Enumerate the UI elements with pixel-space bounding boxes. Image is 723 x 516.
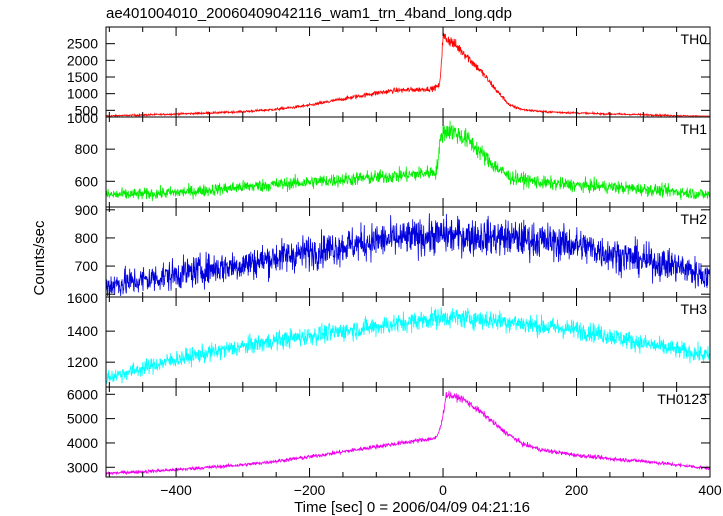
panel-label-th3: TH3 [681, 301, 708, 317]
series-line-th0 [105, 32, 710, 118]
panel-label-th1: TH1 [681, 121, 708, 137]
y-tick-label: 2500 [67, 36, 98, 52]
y-tick-label: 2000 [67, 52, 98, 68]
x-tick-label: −400 [160, 482, 192, 498]
x-tick-label: −200 [294, 482, 326, 498]
y-tick-label: 1000 [67, 110, 98, 126]
y-tick-label: 5000 [67, 411, 98, 427]
panel-frame-th3 [105, 296, 711, 388]
y-tick-label: 600 [75, 173, 99, 189]
series-line-th3 [105, 306, 711, 384]
y-tick-label: 3000 [67, 459, 98, 475]
y-tick-label: 1400 [67, 323, 98, 339]
y-tick-label: 900 [75, 202, 99, 218]
x-axis-label: Time [sec] 0 = 2006/04/09 04:21:16 [294, 499, 530, 516]
series-line-th0123 [105, 390, 711, 476]
panel-frame-th0123 [105, 386, 711, 478]
y-tick-label: 1500 [67, 69, 98, 85]
y-tick-label: 800 [75, 141, 99, 157]
chart-title: ae401004010_20060409042116_wam1_trn_4ban… [106, 5, 512, 22]
y-tick-label: 1600 [67, 290, 98, 306]
series-line-th2 [105, 213, 711, 297]
y-tick-label: 1000 [67, 86, 98, 102]
panel-label-th0: TH0 [681, 31, 708, 47]
y-axis-label: Counts/sec [31, 220, 48, 296]
panel-frame-th0 [105, 26, 711, 118]
panel-label-th2: TH2 [681, 211, 708, 227]
y-tick-label: 4000 [67, 435, 98, 451]
series-line-th1 [105, 120, 711, 202]
x-tick-label: 400 [698, 482, 722, 498]
y-tick-label: 800 [75, 230, 99, 246]
x-tick-label: 0 [439, 482, 447, 498]
y-tick-label: 700 [75, 258, 99, 274]
x-tick-label: 200 [565, 482, 589, 498]
panel-label-th0123: TH0123 [657, 391, 707, 407]
y-tick-label: 500 [75, 102, 99, 118]
y-tick-label: 6000 [67, 386, 98, 402]
y-tick-label: 1200 [67, 354, 98, 370]
